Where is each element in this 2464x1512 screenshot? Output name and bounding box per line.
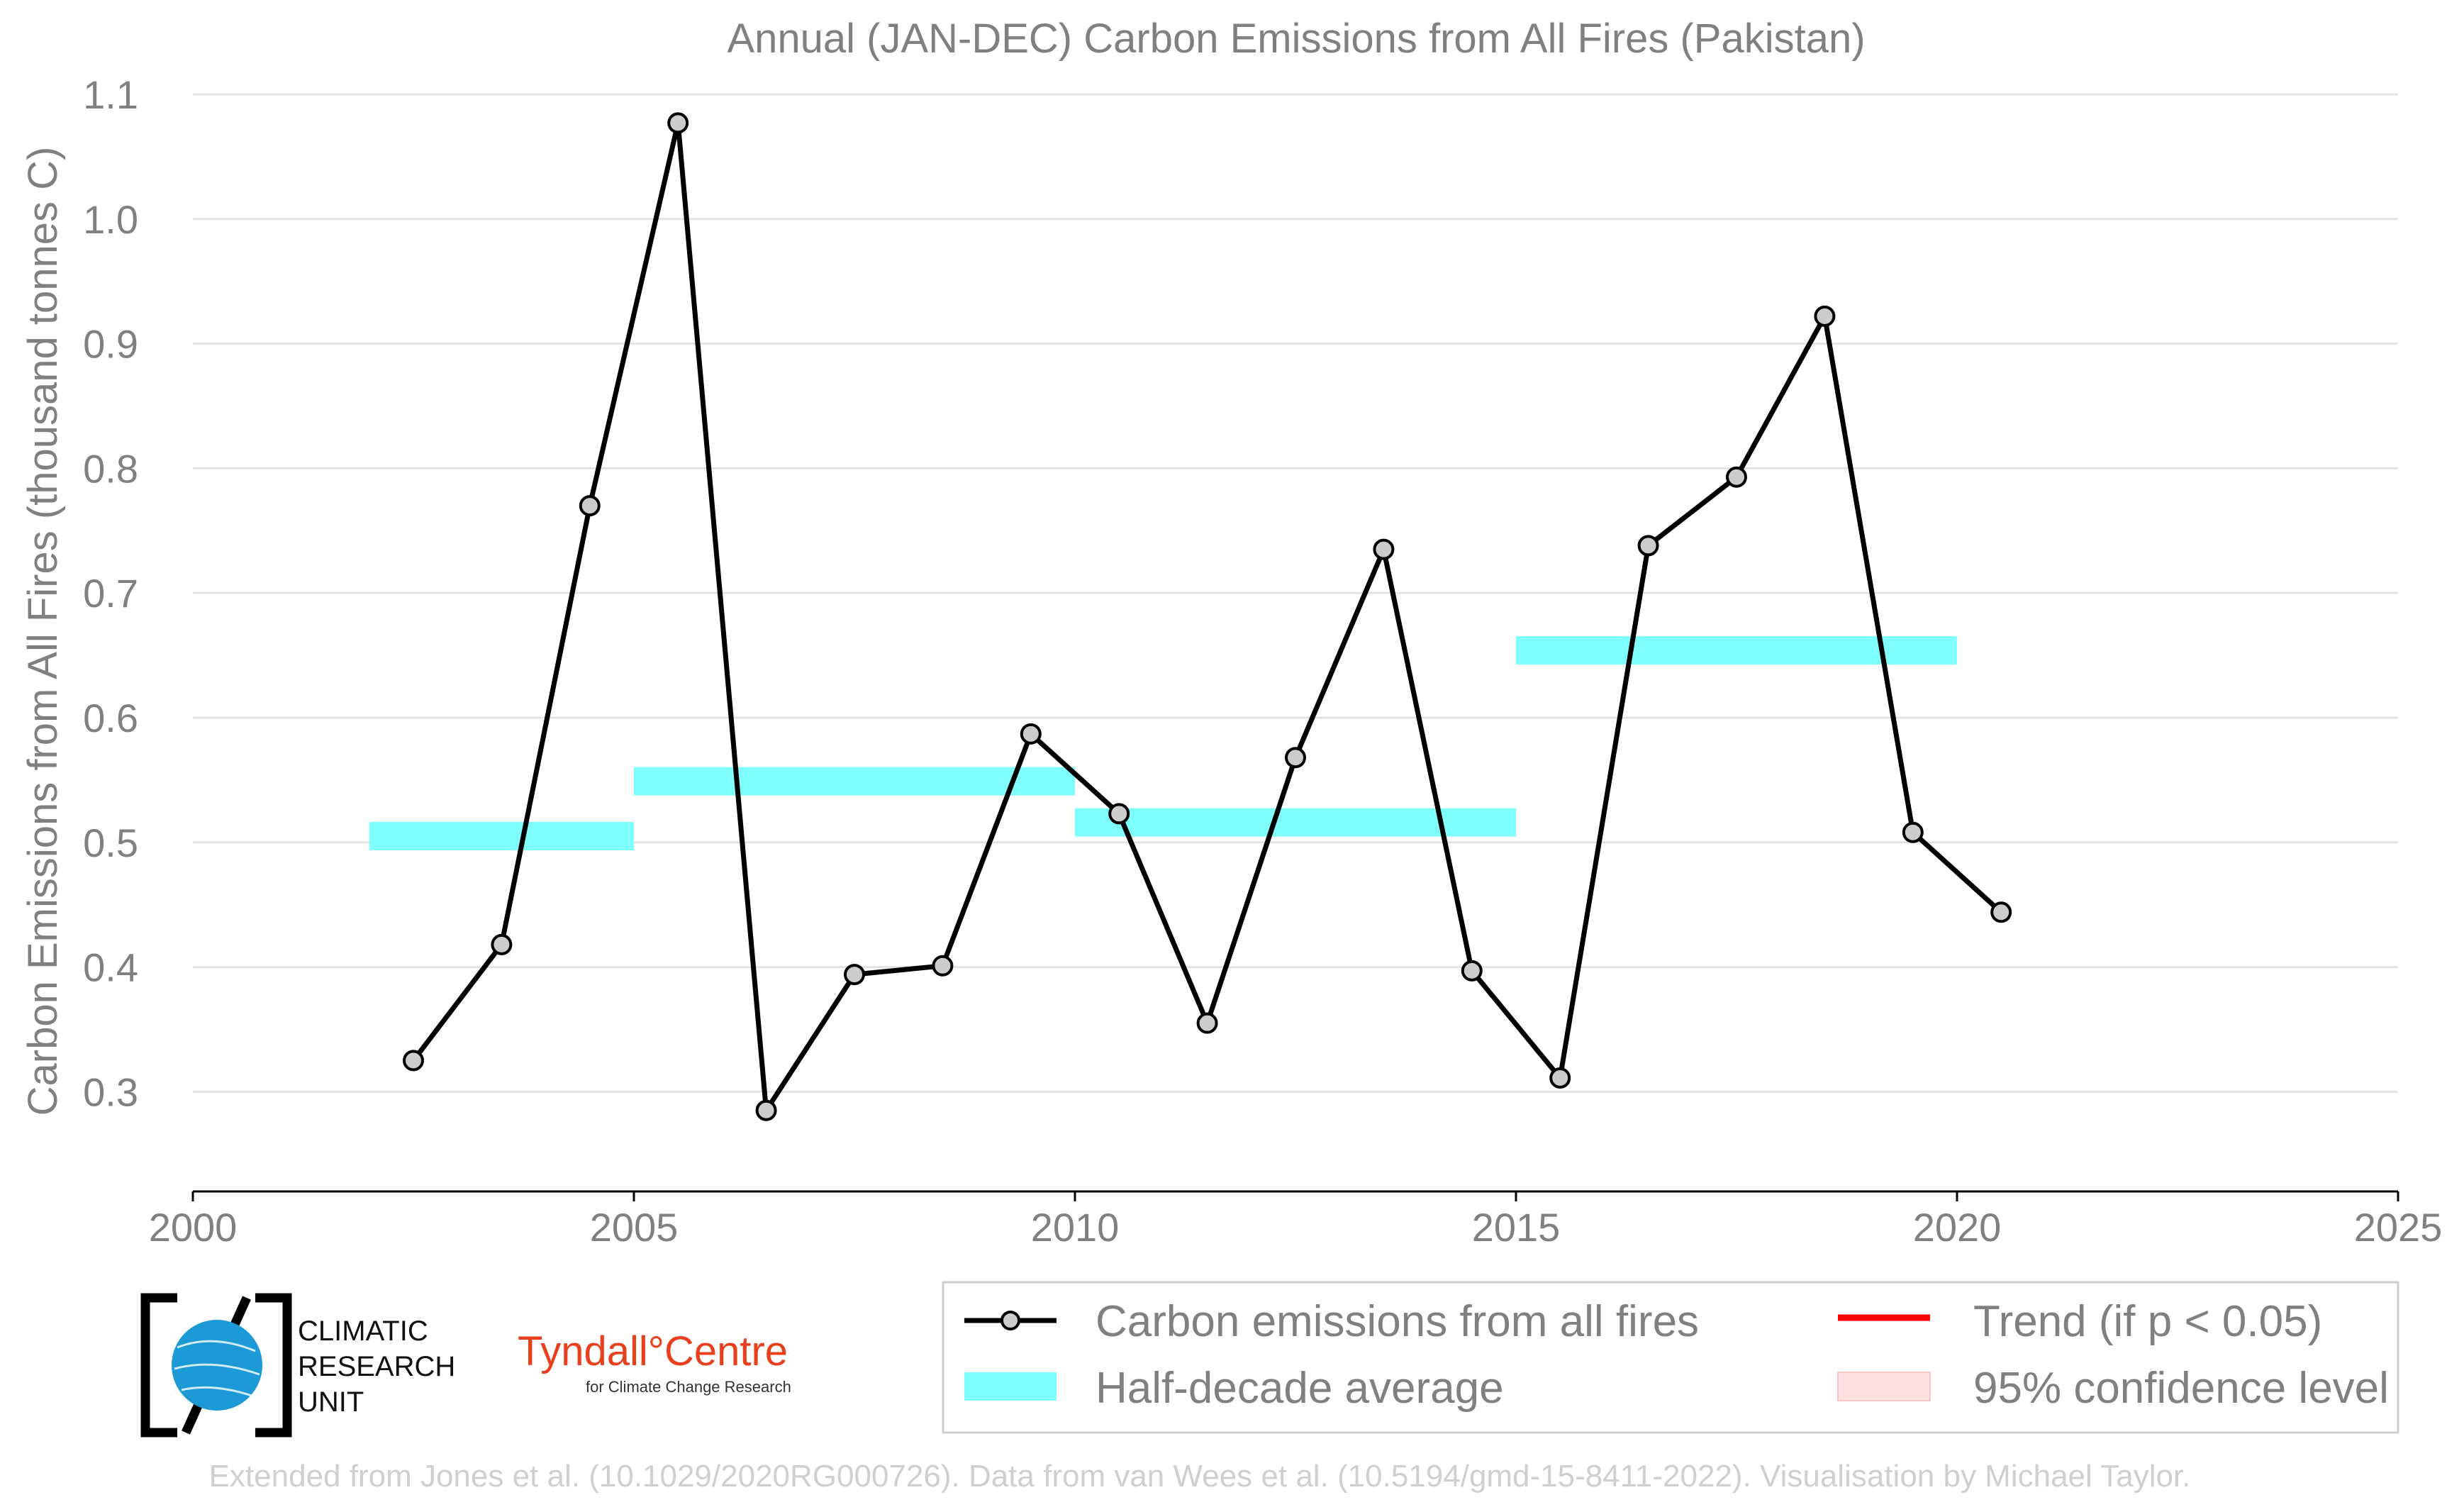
x-tick-label: 2025: [2354, 1205, 2443, 1250]
y-tick-label: 0.4: [83, 945, 138, 990]
half-decade-bar: [1075, 808, 1516, 837]
legend-frame: [942, 1281, 2399, 1434]
y-tick-label: 1.1: [83, 72, 138, 117]
data-point: [1196, 1012, 1218, 1034]
data-point: [667, 112, 689, 134]
data-point: [1990, 901, 2012, 923]
legend-label-confidence: 95% confidence level: [1973, 1364, 2389, 1413]
legend-symbol-half-decade: [964, 1372, 1057, 1401]
half-decade-bars: [369, 636, 1957, 850]
data-point: [579, 495, 601, 517]
series-line: [411, 120, 2003, 1113]
y-tick-labels: 0.3 0.4 0.5 0.6 0.7 0.8 0.9 1.0 1.1: [83, 72, 138, 1114]
half-decade-bar: [634, 767, 1075, 796]
legend-label-trend: Trend (if p < 0.05): [1973, 1297, 2322, 1346]
legend-marker-emissions: [1000, 1311, 1020, 1330]
y-tick-label: 0.7: [83, 571, 138, 616]
tyndall-logo: Tyndall°Centre for Climate Change Resear…: [518, 1328, 791, 1396]
data-point: [491, 933, 513, 955]
y-tick-label: 0.3: [83, 1069, 138, 1114]
footer-credit: Extended from Jones et al. (10.1029/2020…: [209, 1459, 2191, 1494]
data-point: [1020, 723, 1042, 745]
y-tick-label: 0.6: [83, 696, 138, 740]
data-point: [1108, 803, 1130, 825]
tyndall-sub-text: for Climate Change Research: [586, 1378, 791, 1396]
grid-lines: [193, 93, 2398, 1093]
x-tick-label: 2015: [1472, 1205, 1561, 1250]
y-tick-label: 0.5: [83, 821, 138, 865]
legend-symbol-confidence: [1837, 1372, 1931, 1401]
data-point: [844, 964, 865, 986]
data-point: [1373, 538, 1395, 560]
y-tick-label: 0.9: [83, 322, 138, 367]
data-point: [1637, 535, 1659, 557]
emissions-line: [403, 112, 2012, 1121]
half-decade-bar: [1516, 636, 1957, 665]
legend-label-emissions: Carbon emissions from all fires: [1096, 1297, 1699, 1346]
data-point: [403, 1050, 424, 1072]
data-point: [1902, 821, 1924, 843]
cru-text-line1: CLIMATIC: [298, 1316, 428, 1347]
data-point: [1285, 747, 1306, 769]
legend-label-half-decade: Half-decade average: [1096, 1364, 1504, 1413]
data-point: [1814, 305, 1836, 327]
x-tick-label: 2000: [149, 1205, 238, 1250]
data-point: [1549, 1067, 1571, 1089]
x-tick-label: 2010: [1031, 1205, 1120, 1250]
data-point: [1726, 466, 1747, 488]
y-tick-label: 1.0: [83, 197, 138, 242]
cru-text-line3: UNIT: [298, 1386, 364, 1418]
y-tick-label: 0.8: [83, 446, 138, 491]
y-axis-label: Carbon Emissions from All Fires (thousan…: [20, 147, 66, 1116]
half-decade-bar: [369, 821, 634, 850]
data-point: [932, 955, 954, 977]
tyndall-main-text: Tyndall°Centre: [518, 1328, 788, 1374]
x-tick-labels: 2000 2005 2010 2015 2020 2025: [149, 1191, 2443, 1250]
cru-logo: CLIMATIC RESEARCH UNIT: [140, 1293, 455, 1438]
data-point: [755, 1099, 777, 1121]
data-point: [1461, 960, 1483, 982]
cru-text-line2: RESEARCH: [298, 1351, 455, 1382]
x-tick-label: 2005: [590, 1205, 679, 1250]
legend: Carbon emissions from all fires Trend (i…: [942, 1281, 2399, 1434]
x-tick-label: 2020: [1913, 1205, 2002, 1250]
chart-title: Annual (JAN-DEC) Carbon Emissions from A…: [727, 16, 1865, 62]
